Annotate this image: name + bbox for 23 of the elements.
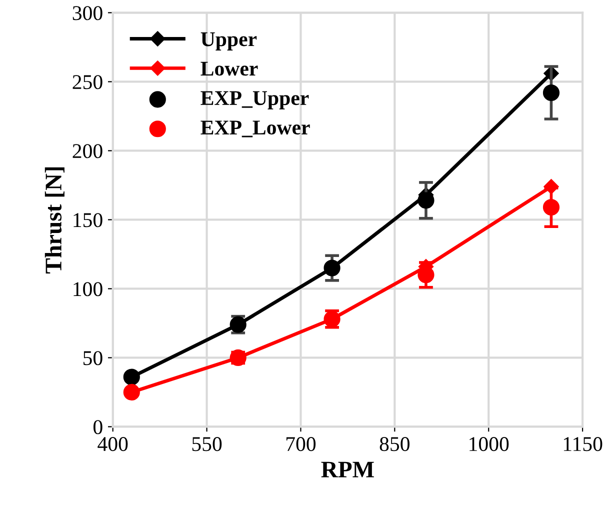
y-tick-label: 100	[74, 282, 102, 296]
y-tick-label: 200	[72, 144, 102, 158]
legend-label: EXP_Upper	[200, 91, 309, 110]
legend-label: Lower	[200, 62, 258, 76]
x-tick-label: 1000	[470, 437, 509, 452]
point	[418, 266, 434, 284]
legend-label: Upper	[200, 32, 257, 50]
y-tick-label: 250	[72, 75, 102, 90]
x-tick-label: 550	[192, 437, 222, 452]
y-axis-title: Thrust [N]	[44, 167, 64, 274]
y-tick-label: 300	[72, 6, 102, 20]
point	[542, 84, 560, 102]
y-tick-label: 150	[74, 213, 102, 228]
y-tick-label: 50	[84, 351, 102, 366]
legend-label: EXP_Lower	[200, 120, 310, 138]
x-tick-label: 1150	[564, 437, 602, 452]
y-tick-label: 0	[94, 420, 102, 434]
x-tick-label: 700	[286, 437, 316, 452]
x-axis-title: RPM	[321, 462, 374, 478]
x-tick-label: 400	[98, 437, 128, 452]
point	[542, 198, 560, 216]
x-tick-label: 850	[380, 437, 410, 452]
point	[418, 192, 434, 209]
